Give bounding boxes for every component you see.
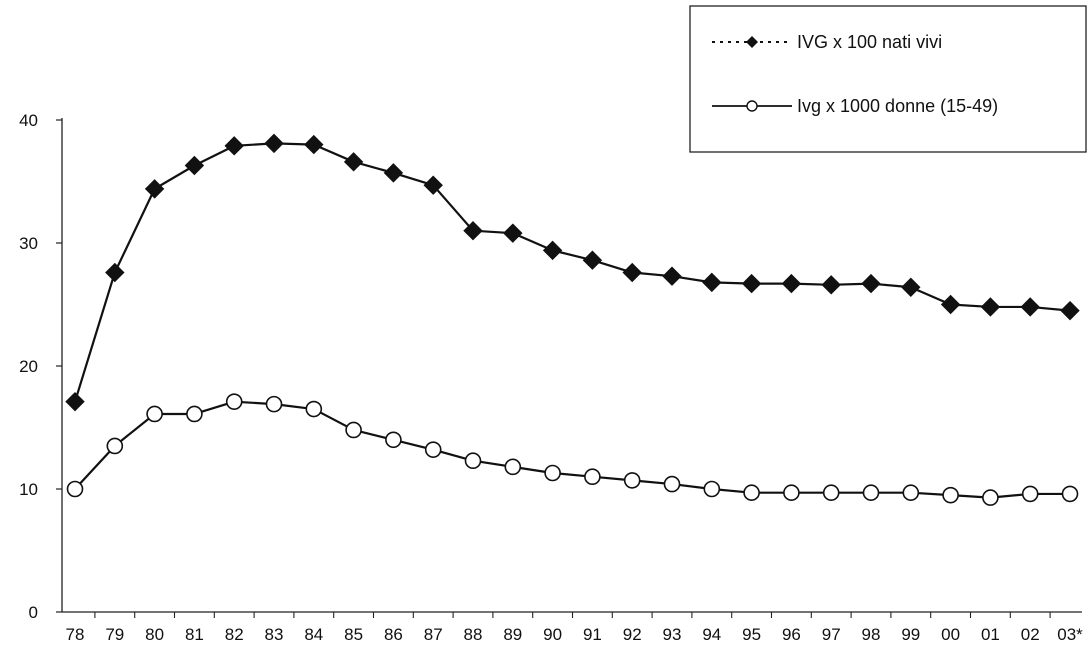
data-point-diamond (224, 136, 244, 156)
data-point-diamond (463, 220, 483, 241)
data-point-diamond (781, 273, 802, 294)
data-point-circle (1061, 485, 1079, 503)
x-tick-label: 78 (66, 625, 85, 644)
data-point-circle (982, 489, 999, 506)
diamond-filled-icon (746, 36, 758, 48)
x-tick-label: 93 (663, 625, 682, 644)
data-point-diamond (741, 273, 762, 294)
data-point-circle (544, 464, 561, 482)
data-point-circle (106, 437, 124, 455)
data-point-circle (146, 405, 163, 423)
x-tick-label: 85 (344, 625, 363, 644)
x-tick-label: 00 (941, 625, 960, 644)
data-point-diamond (383, 163, 404, 183)
x-tick-label: 98 (862, 625, 881, 644)
x-tick-label: 84 (304, 625, 323, 644)
x-tick-label: 92 (623, 625, 642, 644)
data-point-circle (305, 400, 323, 418)
data-point-diamond (861, 273, 881, 294)
y-tick-label: 30 (19, 234, 38, 253)
legend-entry-ivg-per-1000-women: Ivg x 1000 donne (15-49) (712, 96, 998, 116)
x-tick-label: 89 (503, 625, 522, 644)
data-point-diamond (901, 277, 921, 297)
data-point-circle (623, 472, 641, 489)
data-point-circle (822, 484, 840, 501)
x-tick-label: 90 (543, 625, 562, 644)
data-point-diamond (662, 266, 682, 286)
x-tick-label: 02 (1021, 625, 1040, 644)
data-point-circle (902, 484, 920, 501)
data-point-diamond (582, 250, 603, 270)
data-point-circle (942, 486, 959, 504)
data-point-circle (703, 480, 721, 498)
data-point-diamond (1020, 297, 1040, 317)
data-point-diamond (980, 297, 1001, 317)
x-tick-label: 83 (265, 625, 284, 644)
data-point-circle (424, 441, 442, 458)
data-point-diamond (503, 223, 523, 243)
legend-entry-ivg-per-100-births: IVG x 100 nati vivi (712, 32, 942, 52)
legend-box (689, 5, 1087, 153)
data-point-diamond (65, 391, 85, 412)
data-point-circle (464, 452, 482, 470)
series-ivg-per-100-births (65, 133, 1080, 412)
data-point-circle (862, 484, 880, 501)
x-tick-label: 80 (145, 625, 164, 644)
x-tick-label: 81 (185, 625, 204, 644)
data-point-circle (385, 431, 402, 449)
y-tick-label: 10 (19, 480, 38, 499)
data-point-diamond (821, 275, 841, 295)
legend-label: IVG x 100 nati vivi (797, 32, 942, 52)
data-point-diamond (343, 152, 364, 172)
data-point-circle (663, 475, 681, 493)
x-tick-label: 97 (822, 625, 841, 644)
data-point-diamond (423, 175, 443, 195)
data-point-diamond (304, 134, 324, 155)
x-tick-label: 82 (225, 625, 244, 644)
data-point-circle (1021, 485, 1039, 503)
data-point-circle (783, 484, 800, 501)
data-point-diamond (144, 179, 165, 199)
x-tick-label: 88 (464, 625, 483, 644)
legend-label: Ivg x 1000 donne (15-49) (797, 96, 998, 116)
series-group (65, 133, 1080, 506)
data-point-diamond (622, 262, 642, 283)
data-point-circle (345, 421, 362, 439)
x-tick-label: 99 (901, 625, 920, 644)
y-tick-label: 0 (29, 603, 38, 622)
data-point-diamond (105, 262, 125, 283)
data-point-diamond (542, 240, 563, 261)
x-tick-label: 87 (424, 625, 443, 644)
data-point-diamond (1060, 300, 1080, 321)
x-tick-label: 91 (583, 625, 602, 644)
y-tick-label: 40 (19, 111, 38, 130)
x-tick-label: 95 (742, 625, 761, 644)
y-tick-label: 20 (19, 357, 38, 376)
x-tick-label: 01 (981, 625, 1000, 644)
x-tick-label: 03* (1057, 625, 1083, 644)
data-point-circle (186, 405, 203, 423)
data-point-circle (504, 458, 522, 476)
series-ivg-per-1000-women (66, 393, 1079, 506)
data-point-diamond (264, 133, 284, 154)
x-tick-label: 94 (702, 625, 721, 644)
data-point-circle (66, 480, 84, 498)
x-tick-label: 79 (105, 625, 124, 644)
data-point-diamond (702, 272, 722, 293)
data-point-circle (225, 393, 243, 410)
data-point-diamond (940, 294, 961, 315)
x-tick-label: 96 (782, 625, 801, 644)
data-point-circle (265, 395, 283, 413)
circle-open-icon (746, 100, 758, 112)
x-tick-label: 86 (384, 625, 403, 644)
legend: IVG x 100 nati vivi Ivg x 1000 donne (15-… (689, 5, 1087, 153)
data-point-diamond (184, 155, 205, 176)
data-point-circle (743, 484, 760, 501)
data-point-circle (584, 468, 601, 486)
